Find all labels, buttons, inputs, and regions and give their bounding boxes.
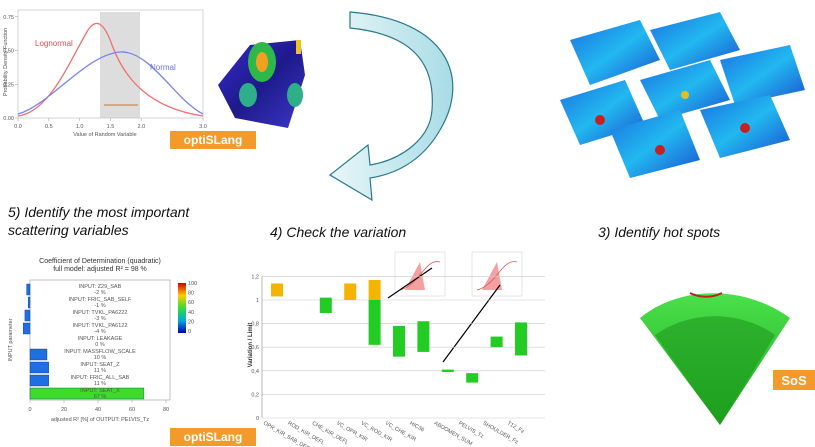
range-bar (491, 337, 503, 348)
y-tick-label: 0.50 (3, 49, 14, 55)
range-bar (369, 300, 381, 345)
caption: scattering variables (8, 222, 129, 238)
colorbar-tick-label: 60 (188, 300, 194, 306)
logo: SoS (781, 373, 807, 388)
x-tick-label: T12_Fz (506, 421, 525, 436)
bar (25, 310, 30, 321)
value-label: 0 % (95, 342, 105, 348)
legend-entry: Lognormal (35, 39, 73, 48)
shaded-band (100, 12, 140, 118)
bar (28, 297, 30, 308)
bar (30, 349, 47, 360)
value-label: 10 % (94, 355, 107, 361)
y-tick-label: 0.75 (3, 15, 14, 21)
y-tick-label: 0.00 (3, 116, 14, 122)
caption: 3) Identify hot spots (598, 224, 720, 240)
chart-title: Coefficient of Determination (quadratic) (39, 258, 161, 265)
x-axis-label: adjusted R² [%] of OUTPUT: PELVIS_Tz (51, 417, 150, 423)
range-bar (369, 280, 381, 300)
diagram: Probability Density Function Value of Ra… (0, 0, 815, 447)
range-bar (344, 283, 356, 300)
value-label: 11 % (94, 368, 106, 374)
value-label: 67 % (94, 394, 107, 400)
chart-subtitle: full model: adjusted R² = 98 % (53, 266, 147, 273)
colorbar (178, 283, 186, 333)
x-tick-label: 40 (95, 407, 101, 413)
x-tick-label: 2.0 (138, 124, 146, 130)
x-axis-label: Value of Random Variable (73, 132, 136, 138)
colorbar-tick-label: 40 (188, 310, 194, 316)
range-bar (442, 370, 454, 372)
x-tick-label: 80 (163, 407, 169, 413)
range-bar (393, 326, 405, 357)
caption: 4) Check the variation (270, 224, 406, 240)
x-tick-label: 0.5 (45, 124, 53, 130)
range-bar (466, 373, 478, 382)
logo: optiSLang (184, 133, 243, 147)
plates-image (560, 12, 805, 178)
x-tick-label: 3.0 (199, 124, 207, 130)
y-tick-label: 1,2 (251, 274, 259, 280)
y-tick-label: 0.25 (3, 82, 14, 88)
range-bar (515, 322, 527, 355)
logo: optiSLang (184, 430, 243, 444)
value-label: -3 % (94, 316, 105, 322)
value-label: -1 % (94, 303, 105, 309)
pdf-plot: Probability Density Function Value of Ra… (3, 10, 203, 138)
caption: 5) Identify the most important (8, 204, 190, 220)
colorbar-tick-label: 20 (188, 319, 194, 325)
hotspot-image (640, 293, 790, 425)
colorbar-tick-label: 80 (188, 291, 194, 297)
x-tick-label: HIC36 (408, 421, 425, 434)
y-tick-label: 0 (256, 416, 259, 422)
bar (27, 284, 30, 295)
bar (23, 323, 30, 334)
x-tick-label: 0 (28, 407, 31, 413)
range-bar (320, 298, 332, 313)
x-tick-label: 1.0 (76, 124, 84, 130)
range-bar (417, 321, 429, 352)
flow-arrow (330, 12, 453, 200)
y-tick-label: 0,8 (251, 322, 259, 328)
value-label: -2 % (94, 290, 105, 296)
colorbar-tick-label: 0 (188, 329, 191, 335)
colorbar-tick-label: 100 (188, 281, 197, 287)
legend-entry: Normal (150, 63, 176, 72)
bar (30, 362, 49, 373)
y-axis-label: INPUT parameter (8, 318, 14, 361)
page: { "captions": { "step5": ["5) Identify t… (0, 0, 815, 447)
y-tick-label: 0,4 (251, 369, 259, 375)
x-tick-label: 0.0 (14, 124, 22, 130)
car-part-image (218, 40, 305, 128)
x-tick-label: 20 (61, 407, 67, 413)
x-tick-label: 1.5 (107, 124, 115, 130)
value-label: -4 % (94, 329, 105, 335)
x-tick-label: 60 (129, 407, 135, 413)
y-tick-label: 1 (256, 298, 259, 304)
range-bar (271, 283, 283, 296)
bar (30, 375, 49, 386)
value-label: 11 % (94, 381, 106, 387)
y-tick-label: 0,6 (251, 345, 259, 351)
y-tick-label: 0,2 (251, 392, 259, 398)
